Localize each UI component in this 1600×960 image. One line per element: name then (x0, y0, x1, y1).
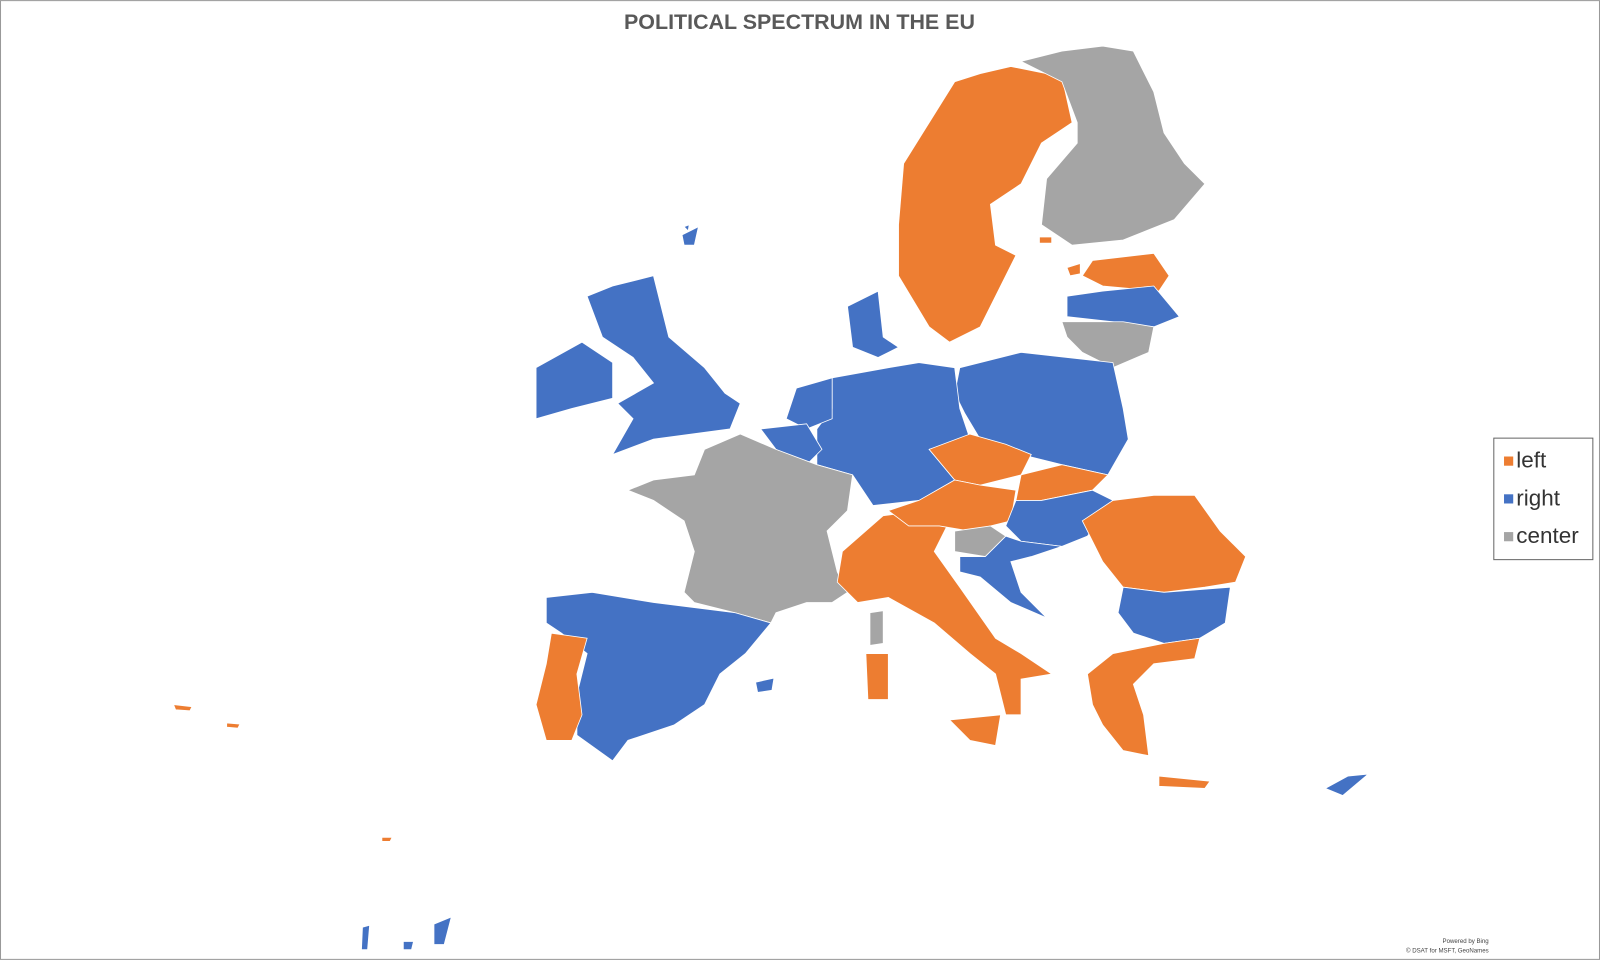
legend-swatch (1504, 456, 1514, 466)
region (785, 377, 833, 430)
region (1005, 489, 1114, 547)
region (535, 632, 588, 741)
region (1081, 252, 1170, 292)
regions (172, 45, 1370, 951)
region (1066, 285, 1180, 328)
legend-label: center (1516, 523, 1579, 548)
region (948, 714, 1002, 746)
region (847, 290, 900, 358)
region (535, 341, 614, 420)
region (586, 275, 741, 456)
region (172, 704, 241, 729)
region (381, 836, 393, 842)
region (681, 224, 699, 246)
region (959, 535, 1063, 619)
legend: left right center (1504, 448, 1579, 548)
legend-label: left (1516, 448, 1547, 473)
region (361, 916, 452, 951)
legend-swatch (1504, 532, 1514, 542)
region (1158, 775, 1211, 789)
attribution: © DSAT for MSFT, GeoNames (1406, 947, 1489, 954)
region (755, 677, 775, 693)
region (1061, 321, 1155, 369)
legend-label: right (1516, 485, 1560, 510)
region (1019, 45, 1206, 246)
attribution: Powered by Bing (1443, 938, 1489, 945)
region (865, 653, 889, 700)
region (887, 479, 1017, 532)
region (898, 66, 1073, 343)
region (1086, 637, 1201, 757)
legend-swatch (1504, 494, 1514, 504)
region (759, 423, 823, 466)
region (1081, 494, 1247, 593)
region (1324, 773, 1370, 796)
region (1039, 236, 1081, 277)
region (869, 610, 884, 646)
chart-title: POLITICAL SPECTRUM IN THE EU (624, 10, 975, 34)
